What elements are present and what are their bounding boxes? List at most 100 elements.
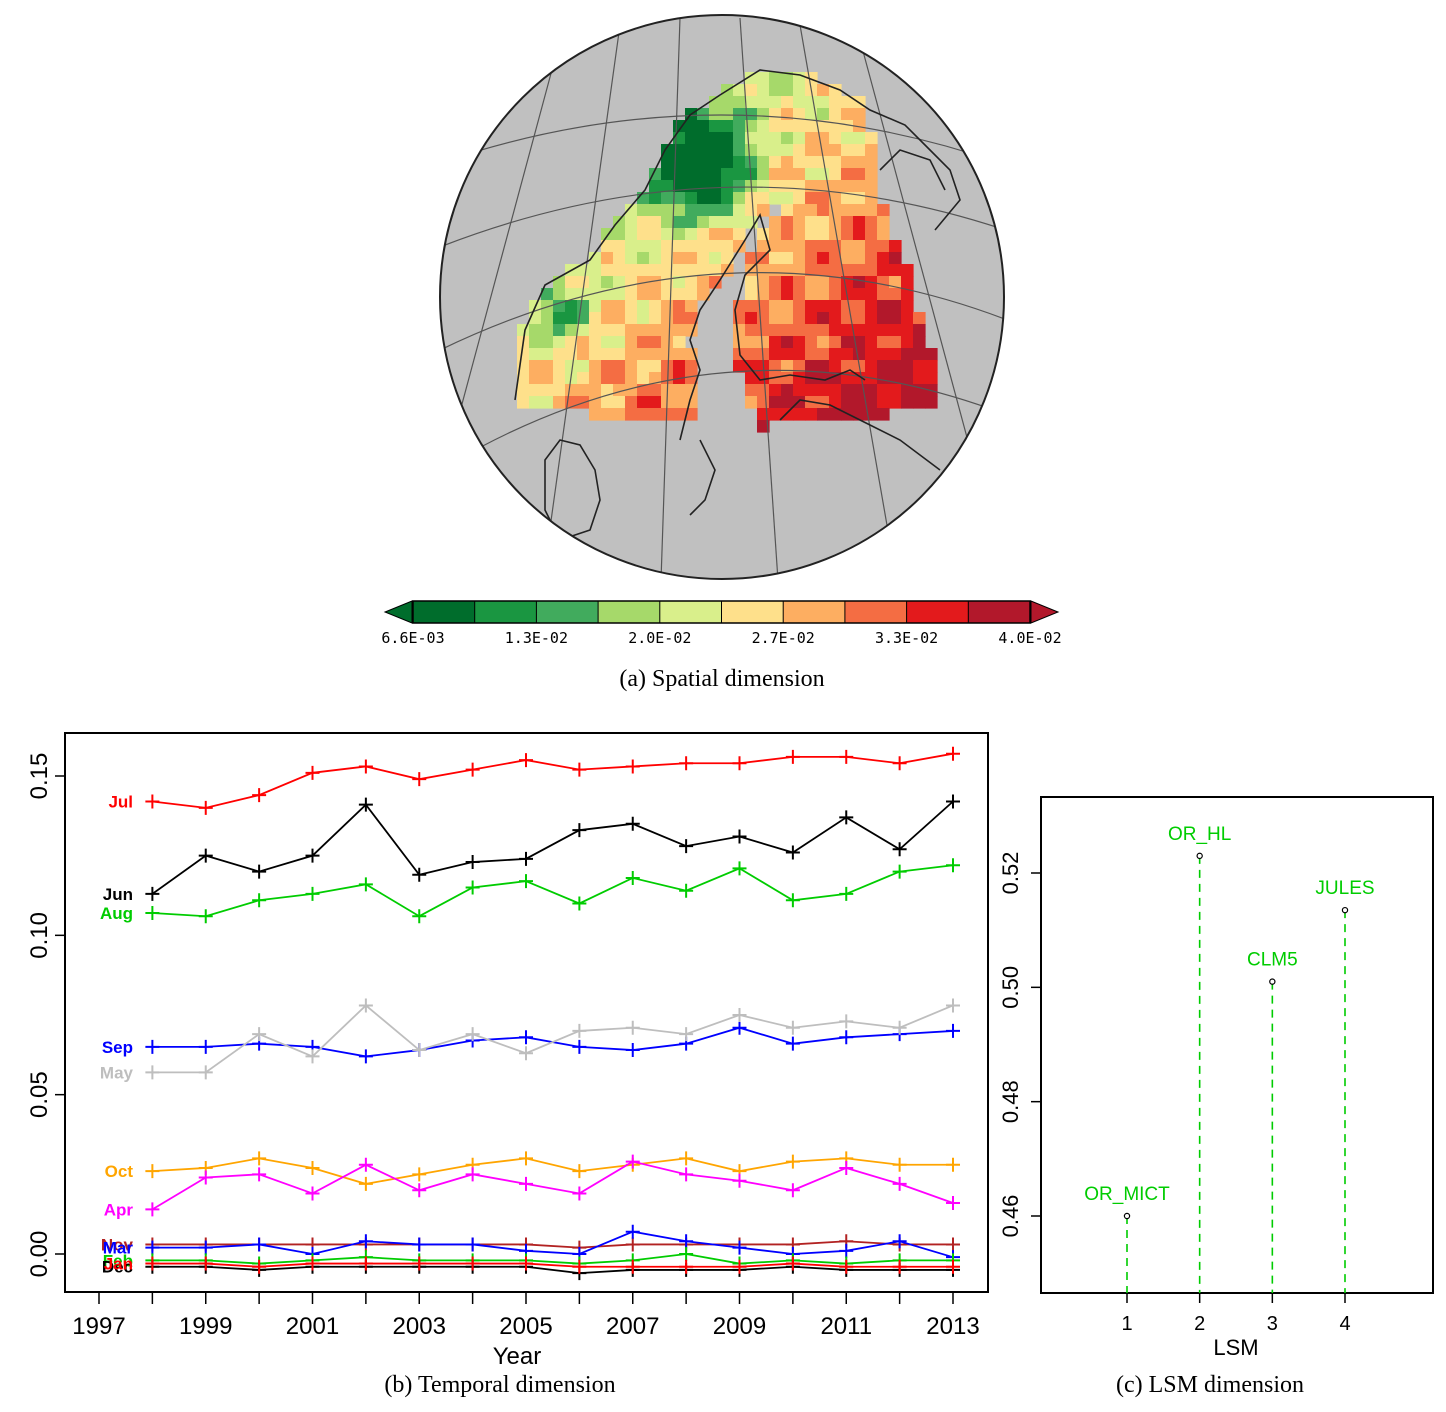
map-cell (637, 324, 650, 337)
map-cell (745, 324, 758, 337)
map-cell (805, 132, 818, 145)
series-marker (198, 1256, 213, 1271)
map-cell (865, 300, 878, 313)
map-cell (649, 276, 662, 289)
series-marker (465, 762, 480, 777)
map-cell (613, 336, 626, 349)
map-cell (865, 288, 878, 301)
map-cell (853, 348, 866, 361)
map-cell (817, 336, 830, 349)
map-cell (601, 384, 614, 397)
series-marker (465, 855, 480, 870)
colorbar-cell (844, 601, 908, 623)
map-cell (673, 288, 686, 301)
map-cell (649, 192, 662, 205)
series-marker (625, 1154, 640, 1169)
map-cell (805, 276, 818, 289)
map-cell (853, 156, 866, 169)
map-cell (649, 300, 662, 313)
map-cell (589, 276, 602, 289)
map-cell (793, 132, 806, 145)
map-cell (889, 360, 902, 373)
map-cell (901, 384, 914, 397)
map-cell (673, 192, 686, 205)
map-cell (769, 228, 782, 241)
map-cell (553, 372, 566, 385)
series-marker (839, 1014, 854, 1029)
map-cell (793, 180, 806, 193)
series-marker (252, 1151, 267, 1166)
map-cell (517, 324, 530, 337)
colorbar-cell (536, 601, 599, 623)
map-cell (817, 204, 830, 217)
map-cell (817, 276, 830, 289)
map-cell (769, 252, 782, 265)
map-cell (697, 228, 710, 241)
map-cell (829, 144, 842, 157)
series-marker (946, 794, 960, 809)
map-cell (769, 72, 782, 85)
map-cell (781, 240, 794, 253)
map-cell (805, 288, 818, 301)
series-marker (679, 1167, 694, 1182)
series-marker (465, 1027, 480, 1042)
map-cell (709, 204, 722, 217)
map-cell (589, 336, 602, 349)
map-cell (793, 396, 806, 409)
series-marker (519, 1030, 533, 1045)
point-label: OR_HL (1168, 824, 1231, 845)
map-cell (865, 396, 878, 409)
map-cell (541, 396, 554, 409)
map-cell (829, 312, 842, 325)
map-cell (781, 312, 794, 325)
map-cell (709, 180, 722, 193)
map-cell (529, 324, 542, 337)
map-cell (637, 216, 650, 229)
map-cell (673, 300, 686, 313)
map-cell (853, 240, 866, 253)
map-cell (889, 348, 902, 361)
map-cell (637, 240, 650, 253)
map-cell (673, 240, 686, 253)
map-cell (541, 384, 554, 397)
map-cell (553, 384, 566, 397)
map-cell (865, 348, 878, 361)
x-tick-label-c: 4 (1339, 1313, 1350, 1335)
series-marker (198, 848, 213, 863)
map-cell (697, 252, 710, 265)
series-marker (465, 1256, 480, 1271)
map-cell (889, 396, 902, 409)
series-marker (465, 1167, 480, 1182)
map-cell (517, 384, 530, 397)
map-cell (805, 192, 818, 205)
map-cell (661, 264, 674, 277)
map-cell (781, 252, 794, 265)
map-cell (865, 204, 878, 217)
series-marker (892, 756, 907, 771)
point-marker (1341, 906, 1349, 914)
map-cell (865, 240, 878, 253)
series-marker (785, 1256, 800, 1271)
map-cell (757, 252, 770, 265)
map-cell (829, 180, 842, 193)
map-cell (757, 84, 770, 97)
map-cell (817, 264, 830, 277)
map-cell (685, 252, 698, 265)
globe-outline (439, 14, 1005, 580)
map-cell (637, 264, 650, 277)
map-cell (637, 336, 650, 349)
map-cell (685, 156, 698, 169)
map-cell (913, 348, 926, 361)
map-cell (661, 192, 674, 205)
map-cell (805, 264, 818, 277)
map-cell (733, 192, 746, 205)
map-cell (841, 192, 854, 205)
map-cell (781, 264, 794, 277)
map-cell (829, 396, 842, 409)
map-cell (649, 204, 662, 217)
map-cell (673, 168, 686, 181)
series-marker (625, 1259, 640, 1274)
map-cell (733, 168, 746, 181)
series-marker (519, 1151, 533, 1166)
map-cell (577, 300, 590, 313)
